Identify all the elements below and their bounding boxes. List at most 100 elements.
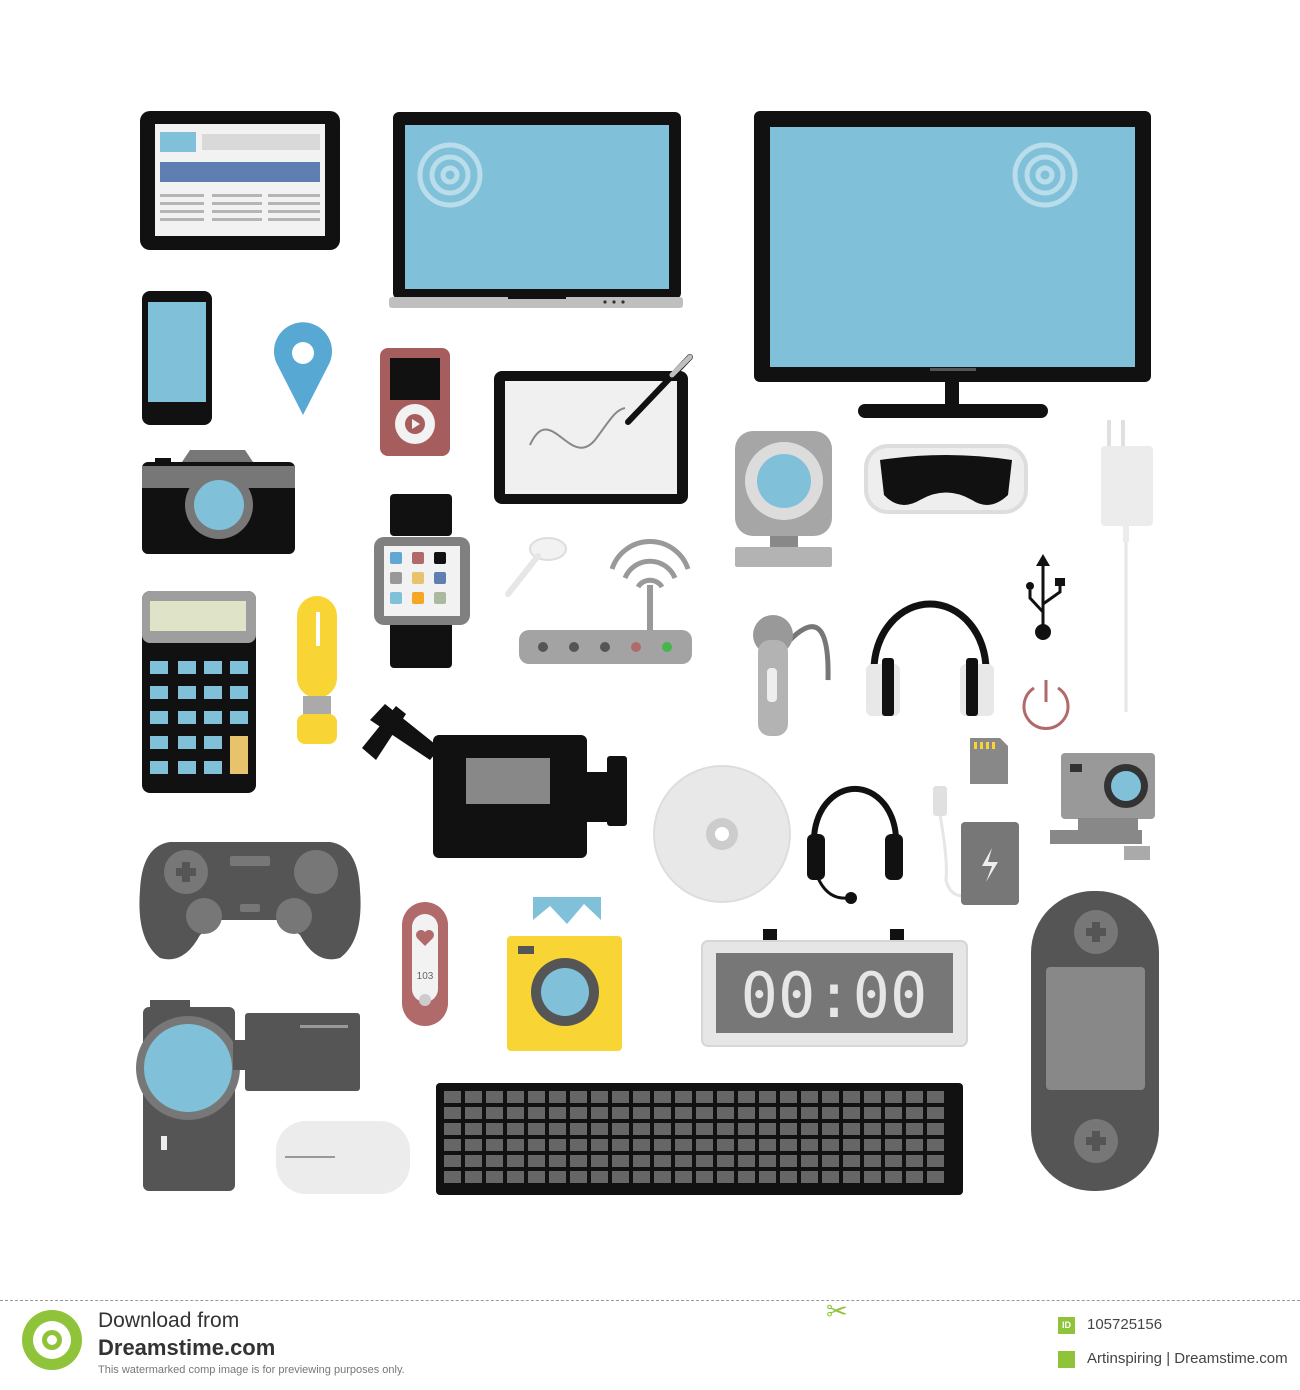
fitness-value: 103 — [417, 971, 434, 982]
keyboard-key — [549, 1091, 566, 1103]
keyboard-key — [591, 1107, 608, 1119]
keyboard-key — [633, 1139, 650, 1151]
keyboard-icon — [436, 1083, 963, 1195]
keyboard-key — [738, 1107, 755, 1119]
keyboard-key — [738, 1171, 755, 1183]
webcam-icon — [735, 431, 832, 567]
keyboard-key — [549, 1123, 566, 1135]
keyboard-key — [654, 1139, 671, 1151]
keyboard-key — [885, 1107, 902, 1119]
keyboard-key — [612, 1171, 629, 1183]
keyboard-key — [444, 1171, 461, 1183]
smartphone-icon — [142, 291, 212, 425]
keyboard-key — [780, 1123, 797, 1135]
keyboard-key — [486, 1091, 503, 1103]
keyboard-key — [528, 1139, 545, 1151]
keyboard-key — [717, 1171, 734, 1183]
charger-icon — [1101, 420, 1153, 712]
keyboard-key — [486, 1123, 503, 1135]
keyboard-key — [591, 1139, 608, 1151]
keyboard-key — [507, 1107, 524, 1119]
keyboard-key — [696, 1091, 713, 1103]
keyboard-key — [927, 1155, 944, 1167]
keyboard-key — [633, 1107, 650, 1119]
keyboard-key — [612, 1091, 629, 1103]
keyboard-key — [591, 1123, 608, 1135]
smartwatch-icon — [374, 494, 470, 668]
keyboard-key — [759, 1155, 776, 1167]
keyboard-key — [822, 1091, 839, 1103]
watermark-swirls — [417, 142, 1078, 208]
keyboard-key — [570, 1123, 587, 1135]
mp3-player-icon — [380, 348, 450, 456]
keyboard-key — [822, 1155, 839, 1167]
keyboard-key — [465, 1091, 482, 1103]
keyboard-key — [486, 1139, 503, 1151]
keyboard-key — [696, 1139, 713, 1151]
keyboard-key — [927, 1123, 944, 1135]
keyboard-key — [591, 1155, 608, 1167]
laptop-icon — [389, 112, 683, 308]
keyboard-key — [654, 1091, 671, 1103]
keyboard-key — [759, 1123, 776, 1135]
keyboard-key — [822, 1123, 839, 1135]
keyboard-key — [549, 1155, 566, 1167]
keyboard-key — [801, 1091, 818, 1103]
camcorder-icon — [136, 1000, 360, 1191]
keyboard-key — [885, 1139, 902, 1151]
keyboard-key — [843, 1171, 860, 1183]
keyboard-key — [465, 1171, 482, 1183]
keyboard-key — [927, 1171, 944, 1183]
keyboard-key — [864, 1091, 881, 1103]
keyboard-key — [486, 1171, 503, 1183]
keyboard-key — [801, 1139, 818, 1151]
author-credit[interactable]: Artinspiring | Dreamstime.com — [1087, 1350, 1288, 1367]
keyboard-key — [675, 1139, 692, 1151]
keyboard-key — [843, 1091, 860, 1103]
keyboard-key — [801, 1171, 818, 1183]
keyboard-key — [843, 1123, 860, 1135]
keyboard-key — [633, 1171, 650, 1183]
keyboard-key — [528, 1155, 545, 1167]
keyboard-key — [717, 1139, 734, 1151]
keyboard-key — [570, 1107, 587, 1119]
fitness-band-icon: 103 — [402, 902, 448, 1026]
keyboard-key — [717, 1091, 734, 1103]
keyboard-key — [612, 1139, 629, 1151]
keyboard-key — [654, 1155, 671, 1167]
keyboard-key — [864, 1139, 881, 1151]
keyboard-key — [906, 1171, 923, 1183]
instant-camera-icon — [507, 897, 622, 1051]
keyboard-key — [570, 1139, 587, 1151]
keyboard-key — [801, 1123, 818, 1135]
keyboard-key — [864, 1123, 881, 1135]
keyboard-key — [675, 1107, 692, 1119]
keyboard-key — [654, 1171, 671, 1183]
gamepad-icon — [139, 842, 361, 960]
graphic-tablet-icon — [494, 354, 693, 504]
cd-icon — [653, 765, 791, 903]
keyboard-key — [612, 1123, 629, 1135]
power-icon — [1022, 680, 1070, 730]
keyboard-key — [843, 1139, 860, 1151]
keyboard-key — [801, 1107, 818, 1119]
keyboard-key — [528, 1091, 545, 1103]
keyboard-key — [675, 1091, 692, 1103]
keyboard-key — [906, 1139, 923, 1151]
keyboard-key — [486, 1107, 503, 1119]
keyboard-key — [654, 1107, 671, 1119]
tablet-icon — [140, 111, 340, 250]
keyboard-key — [528, 1107, 545, 1119]
keyboard-key — [444, 1107, 461, 1119]
bluetooth-headset-icon — [753, 615, 831, 736]
photo-camera-icon — [142, 450, 295, 554]
keyboard-key — [801, 1155, 818, 1167]
disclaimer-text: This watermarked comp image is for previ… — [98, 1364, 405, 1376]
keyboard-key — [885, 1091, 902, 1103]
keyboard-key — [717, 1155, 734, 1167]
keyboard-key — [570, 1091, 587, 1103]
action-camera-icon — [1050, 753, 1155, 860]
keyboard-key — [780, 1171, 797, 1183]
brand-name[interactable]: Dreamstime.com — [98, 1335, 276, 1360]
keyboard-key — [591, 1091, 608, 1103]
